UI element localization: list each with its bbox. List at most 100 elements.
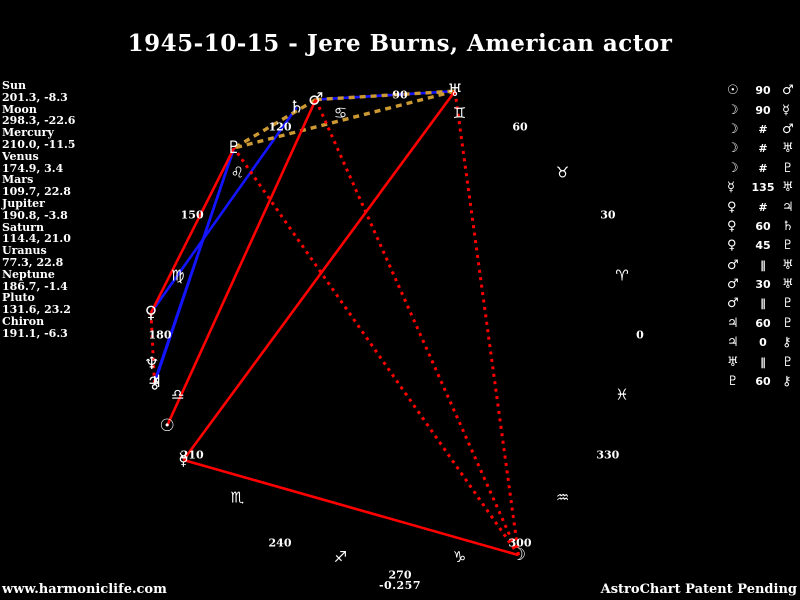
aspect-line-mars-parallel-pluto bbox=[233, 98, 317, 150]
pluto-icon: ♇ bbox=[782, 315, 794, 331]
pluto-icon: ♇ bbox=[782, 238, 794, 254]
tick-label-330: 330 bbox=[596, 449, 619, 462]
aspect-symbol-contraparallel: # bbox=[758, 200, 768, 214]
planet-glyph-pluto: ♇ bbox=[226, 138, 241, 158]
planet-glyph-sun: ☉ bbox=[159, 416, 174, 436]
planet-lon-dec: 77.3, 22.8 bbox=[2, 255, 64, 269]
sign-glyph-libra: ♎ bbox=[171, 386, 184, 404]
mars-icon: ♂ bbox=[782, 83, 794, 99]
planet-name: Mars bbox=[2, 173, 34, 187]
chiron-icon: ⚷ bbox=[782, 374, 792, 390]
sign-glyph-capricorn: ♑ bbox=[453, 548, 466, 566]
tick-label-0: 0 bbox=[636, 329, 644, 342]
aspect-line-sun-square-mars bbox=[165, 99, 317, 427]
sign-glyph-taurus: ♉ bbox=[556, 163, 569, 181]
planet-name: Mercury bbox=[2, 126, 54, 140]
planet-name: Sun bbox=[2, 79, 26, 92]
sign-glyph-virgo: ♍ bbox=[171, 266, 184, 284]
jupiter-icon: ♃ bbox=[782, 199, 794, 215]
planet-lon-dec: 190.8, -3.8 bbox=[2, 208, 68, 222]
pluto-icon: ♇ bbox=[782, 160, 794, 176]
aspect-table: ☉ 90 ♂ ☽ 90 ☿ ☽ # ♂ ☽ # ♅ ☽ # ♇ ☿ 135 ♅ ♀ # ♃ ♀ 60 ♄ ♀ 45 ♇ ♂ ∥ ♅ ♂ 30 ♅… bbox=[727, 81, 799, 391]
aspect-symbol-sextile: 60 bbox=[755, 219, 771, 233]
aspect-row-moon-contraparallel-uranus: ☽ # ♅ bbox=[727, 139, 799, 158]
chart-readout: -0.257 bbox=[378, 579, 421, 592]
venus-icon: ♀ bbox=[727, 199, 737, 215]
tick-label-300: 300 bbox=[509, 536, 532, 549]
saturn-icon: ♄ bbox=[782, 218, 794, 234]
planet-lon-dec: 191.1, -6.3 bbox=[2, 326, 68, 340]
planet-lon-dec: 109.7, 22.8 bbox=[2, 185, 71, 199]
sign-glyph-sagittarius: ♐ bbox=[334, 548, 347, 566]
planet-name: Jupiter bbox=[2, 196, 45, 210]
planet-lon-dec: 210.0, -11.5 bbox=[2, 137, 76, 151]
planet-name: Saturn bbox=[2, 220, 44, 234]
planet-lon-dec: 201.3, -8.3 bbox=[2, 90, 68, 104]
planet-name: Pluto bbox=[2, 291, 35, 305]
uranus-icon: ♅ bbox=[782, 277, 794, 293]
planet-glyph-uranus: ♅ bbox=[447, 81, 462, 101]
uranus-icon: ♅ bbox=[782, 257, 794, 273]
sign-glyph-pisces: ♓ bbox=[615, 386, 628, 404]
aspect-row-jupiter-conjunction-chiron: ♃ 0 ⚷ bbox=[727, 333, 799, 352]
aspect-row-mercury-sesquiquadrate-uranus: ☿ 135 ♅ bbox=[727, 178, 799, 197]
aspect-symbol-contraparallel: # bbox=[758, 122, 768, 136]
aspect-line-moon-contraparallel-pluto bbox=[232, 147, 520, 556]
mercury-icon: ☿ bbox=[727, 180, 735, 196]
planet-entry-jupiter: Jupiter 190.8, -3.8 bbox=[2, 198, 75, 222]
planet-position-panel: Sun 201.3, -8.3 Moon 298.3, -22.6 Mercury 210… bbox=[2, 80, 75, 340]
mars-icon: ♂ bbox=[727, 277, 739, 293]
aspect-line-mercury-sesquiquadrate-uranus bbox=[182, 90, 457, 461]
planet-glyph-mercury: ☿ bbox=[178, 450, 188, 470]
mars-icon: ♂ bbox=[727, 257, 739, 273]
sign-glyph-cancer: ♋ bbox=[334, 104, 347, 122]
aspect-line-moon-square-mercury bbox=[183, 458, 519, 557]
tick-label-150: 150 bbox=[181, 209, 204, 222]
tick-label-240: 240 bbox=[269, 536, 292, 549]
page-title: 1945-10-15 - Jere Burns, American actor bbox=[127, 30, 673, 57]
aspect-row-mars-parallel-uranus: ♂ ∥ ♅ bbox=[727, 256, 799, 275]
patent-notice: AstroChart Patent Pending bbox=[600, 582, 797, 597]
aspect-row-moon-square-mercury: ☽ 90 ☿ bbox=[727, 100, 799, 119]
aspect-line-moon-contraparallel-mars bbox=[314, 99, 520, 556]
pluto-icon: ♇ bbox=[727, 374, 739, 390]
tick-label-90: 90 bbox=[392, 89, 408, 102]
aspect-symbol-sextile: 60 bbox=[755, 316, 771, 330]
uranus-icon: ♅ bbox=[727, 354, 739, 370]
planet-glyph-venus: ♀ bbox=[145, 303, 157, 323]
aspect-row-mars-parallel-pluto: ♂ ∥ ♇ bbox=[727, 294, 799, 313]
planet-entry-uranus: Uranus 77.3, 22.8 bbox=[2, 245, 75, 269]
tick-label-120: 120 bbox=[269, 121, 292, 134]
planet-lon-dec: 298.3, -22.6 bbox=[2, 114, 76, 128]
aspect-row-sun-square-mars: ☉ 90 ♂ bbox=[727, 81, 799, 100]
aspect-line-pluto-sextile-chiron bbox=[153, 147, 236, 384]
aspect-line-mars-parallel-uranus bbox=[315, 89, 456, 102]
aspect-row-venus-sextile-saturn: ♀ 60 ♄ bbox=[727, 217, 799, 236]
uranus-icon: ♅ bbox=[782, 141, 794, 157]
planet-glyph-chiron: ⚷ bbox=[148, 373, 160, 393]
venus-icon: ♀ bbox=[727, 218, 737, 234]
aspect-row-mars-semisextile-uranus: ♂ 30 ♅ bbox=[727, 275, 799, 294]
pluto-icon: ♇ bbox=[782, 296, 794, 312]
mercury-icon: ☿ bbox=[782, 102, 790, 118]
aspect-row-moon-contraparallel-pluto: ☽ # ♇ bbox=[727, 159, 799, 178]
aspect-line-venus-sextile-saturn bbox=[149, 106, 298, 314]
aspect-row-pluto-sextile-chiron: ♇ 60 ⚷ bbox=[727, 372, 799, 391]
aspect-symbol-conjunction: 0 bbox=[759, 336, 767, 350]
aspect-symbol-semisquare: 45 bbox=[755, 239, 771, 253]
aspect-symbol-square: 90 bbox=[755, 103, 771, 117]
aspect-symbol-contraparallel: # bbox=[758, 161, 768, 175]
sign-glyph-scorpio: ♏ bbox=[231, 489, 245, 507]
aspect-row-jupiter-sextile-pluto: ♃ 60 ♇ bbox=[727, 314, 799, 333]
uranus-icon: ♅ bbox=[782, 180, 794, 196]
aspect-symbol-sextile: 60 bbox=[755, 375, 771, 389]
planet-entry-neptune: Neptune 186.7, -1.4 bbox=[2, 268, 75, 293]
aspect-line-venus-semisquare-pluto bbox=[149, 147, 236, 314]
aspect-row-venus-semisquare-pluto: ♀ 45 ♇ bbox=[727, 236, 799, 255]
mars-icon: ♂ bbox=[727, 296, 739, 312]
tick-label-60: 60 bbox=[512, 121, 528, 134]
aspect-row-moon-contraparallel-mars: ☽ # ♂ bbox=[727, 120, 799, 139]
planet-entry-saturn: Saturn 114.4, 21.0 bbox=[2, 220, 75, 246]
moon-icon: ☽ bbox=[727, 121, 739, 137]
